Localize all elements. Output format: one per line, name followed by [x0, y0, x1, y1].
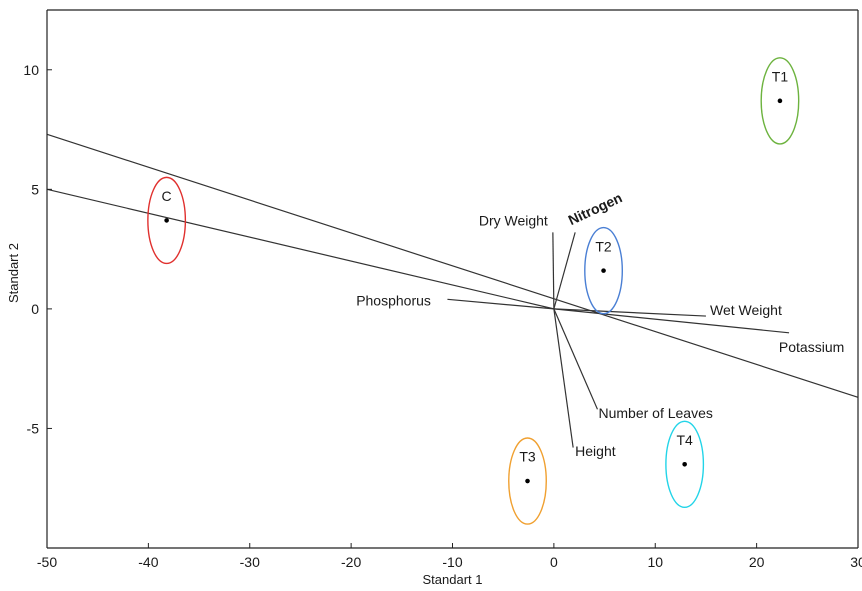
x-tick-label: 20	[749, 554, 765, 570]
vector-wet-weight	[553, 308, 706, 317]
group-label-t3: T3	[519, 449, 536, 465]
vector-label-nitrogen: Nitrogen	[566, 189, 625, 228]
vector-nitrogen	[553, 232, 576, 310]
vector-label-wet-weight: Wet Weight	[710, 302, 782, 318]
x-axis-title: Standart 1	[423, 572, 483, 587]
x-tick-label: -10	[442, 554, 462, 570]
y-tick-label: 10	[23, 62, 39, 78]
x-tick-label: -20	[341, 554, 361, 570]
group-ellipse-t3	[508, 437, 547, 525]
plot-frame	[46, 9, 859, 549]
vector-label-dry-weight: Dry Weight	[479, 212, 548, 228]
group-ellipse-t2	[584, 226, 624, 315]
group-point-c	[164, 218, 169, 223]
y-axis-title: Standart 2	[6, 243, 21, 303]
group-point-t1	[777, 98, 783, 104]
variable-vectors: Dry Weight Nitrogen Phosphorus Wet Weight Po…	[356, 189, 844, 459]
vector-potassium	[553, 308, 790, 334]
vector-phosphorus	[447, 298, 554, 310]
group-ellipse-c	[147, 176, 187, 265]
vector-label-potassium: Potassium	[779, 339, 844, 355]
y-tick-label: 0	[31, 301, 39, 317]
vector-label-phosphorus: Phosphorus	[356, 293, 431, 309]
vector-height	[553, 308, 574, 448]
x-tick-label: 0	[550, 554, 558, 570]
group-label-t2: T2	[595, 238, 612, 254]
group-point-t4	[682, 462, 687, 467]
group-ellipse-t4	[665, 420, 705, 509]
group-label-t4: T4	[676, 432, 693, 448]
vector-label-height: Height	[575, 443, 616, 459]
y-tick-label: -5	[27, 420, 40, 436]
y-tick-label: 5	[31, 181, 39, 197]
group-label-c: C	[162, 188, 172, 204]
vector-dry-weight	[552, 232, 555, 309]
x-tick-label: 30	[850, 554, 862, 570]
x-tick-label: -50	[37, 554, 57, 570]
vector-number-of-leaves	[553, 308, 599, 410]
group-ellipse-t1	[760, 57, 800, 145]
discriminant-line	[46, 133, 859, 398]
x-tick-label: -40	[138, 554, 158, 570]
vector-label-number-of-leaves: Number of Leaves	[598, 405, 712, 421]
group-label-t1: T1	[772, 68, 789, 84]
discriminant-line	[46, 188, 555, 310]
group-point-t2	[601, 268, 606, 273]
group-point-t3	[525, 478, 530, 484]
discriminant-lines	[46, 133, 859, 398]
x-tick-label: 10	[647, 554, 663, 570]
x-tick-label: -30	[240, 554, 260, 570]
group-centroids: C T1 T2 T3 T4	[147, 57, 800, 525]
